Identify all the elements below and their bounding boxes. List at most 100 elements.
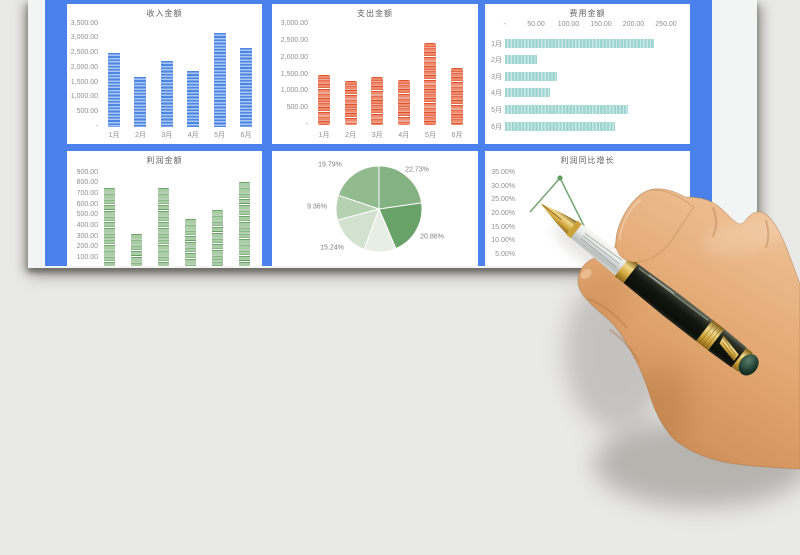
category-label: 1月: [108, 132, 120, 139]
bar: [504, 38, 654, 48]
y-axis-label: 200.00: [76, 243, 98, 251]
bar: [160, 60, 173, 127]
bar: [103, 187, 115, 266]
y-axis-label: 30.00%: [491, 182, 515, 190]
y-axis-label: 100.00: [76, 253, 98, 261]
bar: [211, 210, 223, 266]
category-label: 1月: [318, 132, 330, 139]
y-axis-label: 500.00: [286, 104, 308, 112]
category-label: 1月: [491, 41, 502, 48]
y-axis-label: 600.00: [76, 200, 98, 208]
pie-slice: [337, 165, 380, 210]
y-axis-label: 800.00: [76, 179, 98, 187]
dashboard-board: 收入金额 3,500.00 3,000.00 2,500.00 2,000.00 1,5…: [45, 0, 712, 266]
category-label: 5月: [424, 132, 436, 139]
chart-title-fee: 费用金额: [569, 9, 606, 18]
y-axis-label: -: [305, 121, 308, 128]
y-axis-label: 3,500.00: [70, 19, 98, 27]
panel-fee-chart: 费用金额 - 50.00 100.00 150.00 200.00 250.00 1月 2月 3…: [485, 4, 690, 144]
category-label: 2月: [491, 57, 502, 64]
category-label: 6月: [451, 132, 463, 139]
y-axis-label: 400.00: [76, 222, 98, 229]
y-axis-label: 20.00%: [491, 210, 515, 217]
category-label: 4月: [491, 90, 502, 97]
bar: [108, 53, 120, 127]
chart-title-growth: 利润同比增长: [560, 156, 615, 165]
y-axis-label: 15.00%: [491, 223, 515, 231]
y-axis-label: 2,500.00: [280, 36, 308, 44]
x-axis-label: 100.00: [557, 21, 580, 28]
y-axis-label: 700.00: [76, 190, 98, 198]
y-axis-label: 1,000.00: [70, 93, 98, 101]
chart-title-expense: 支出金额: [357, 9, 393, 18]
panel-income-chart: 收入金额 3,500.00 3,000.00 2,500.00 2,000.00 1,5…: [67, 4, 262, 144]
category-label: 2月: [134, 132, 146, 139]
wrist-shadow: [594, 419, 800, 507]
pen-gold-band: [696, 319, 725, 351]
bar: [187, 71, 200, 127]
category-label: 5月: [491, 107, 502, 114]
category-label: 3月: [371, 132, 383, 139]
chart-title-profit: 利润金额: [146, 156, 183, 165]
bar: [371, 76, 384, 125]
y-axis-label: 5.00%: [495, 251, 515, 259]
panel-growth-chart: 利润同比增长 35.00% 30.00% 25.00% 20.00% 15.00% 10.…: [485, 151, 690, 266]
y-axis-label: 3,000.00: [70, 34, 98, 42]
category-label: 6月: [240, 132, 252, 139]
y-axis-label: 3,000.00: [280, 20, 308, 27]
bar: [213, 33, 226, 127]
panel-expense-chart: 支出金额 3,000.00 2,500.00 2,000.00 1,500.00 1,0…: [272, 4, 478, 144]
bar: [157, 187, 169, 266]
category-label: 4月: [187, 132, 199, 139]
y-axis-label: 300.00: [76, 232, 98, 240]
bar: [504, 87, 551, 97]
y-axis-label: 1,000.00: [280, 87, 308, 95]
x-axis-label: -: [503, 21, 506, 28]
pen-cap-dome: [738, 354, 759, 376]
bar: [504, 54, 538, 64]
growth-line-chart: [529, 175, 591, 239]
category-label: 6月: [491, 124, 502, 131]
x-axis-label: 250.00: [655, 21, 677, 28]
pen-barrel: [623, 264, 713, 342]
pie-slice-label: 22.73%: [405, 166, 429, 174]
pie-slice: [378, 202, 423, 250]
category-label: 3月: [161, 132, 173, 139]
y-axis-label: 25.00%: [491, 196, 515, 204]
pie-slice-label: 9.36%: [307, 203, 327, 211]
chart-title-income: 收入金额: [146, 9, 183, 18]
x-axis-label: 150.00: [590, 21, 612, 28]
bar: [504, 121, 615, 131]
bar: [134, 77, 147, 127]
y-axis-label: 900.00: [76, 168, 98, 176]
y-axis-label: 1,500.00: [70, 78, 98, 86]
x-axis-label: 50.00: [527, 21, 545, 28]
pie-slice-label: 15.24%: [320, 244, 344, 252]
bar: [238, 182, 250, 266]
panel-pie-chart: 22.73% 20.86% 15.24% 9.36% 19.79%: [272, 151, 478, 266]
bar: [504, 71, 557, 81]
y-axis-label: 2,500.00: [70, 49, 98, 57]
pen-rear-barrel: [707, 329, 747, 368]
pie-slice-label: 20.86%: [420, 233, 444, 241]
y-axis-label: 500.00: [76, 211, 98, 219]
bar: [397, 79, 410, 125]
y-axis-label: 35.00%: [491, 169, 515, 176]
category-label: 4月: [398, 132, 410, 139]
pen-clip-ornament: [719, 335, 739, 361]
pen-cap-ring: [731, 347, 753, 372]
y-axis-label: 500.00: [76, 108, 98, 116]
pie-slice: [378, 165, 423, 210]
y-axis-label: 2,000.00: [70, 63, 98, 71]
pie-chart: [335, 165, 423, 253]
y-axis-label: 1,500.00: [280, 70, 308, 78]
index-fingernail: [579, 268, 593, 280]
x-axis-label: 200.00: [622, 21, 645, 28]
y-axis-label: 10.00%: [491, 237, 515, 245]
bar: [451, 67, 463, 125]
y-axis-label: -: [95, 123, 98, 130]
data-point-marker: [557, 175, 563, 181]
panel-profit-chart: 利润金额 900.00 800.00 700.00 600.00 500.00 400.0…: [67, 151, 262, 266]
hand-shadow: [565, 274, 669, 430]
bar: [504, 104, 628, 114]
